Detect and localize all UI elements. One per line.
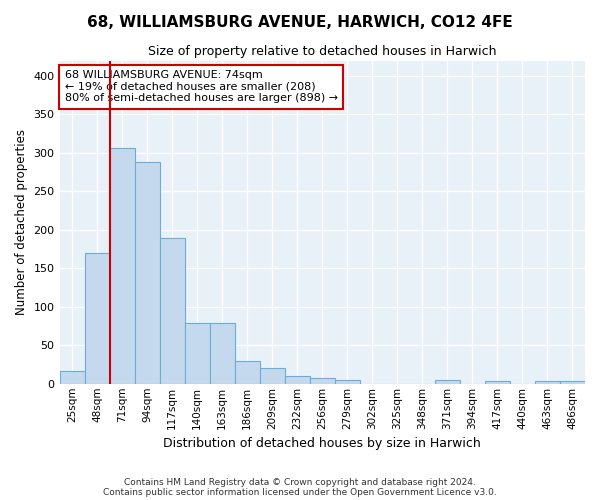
Bar: [285, 376, 310, 384]
Title: Size of property relative to detached houses in Harwich: Size of property relative to detached ho…: [148, 45, 497, 58]
Bar: [185, 323, 209, 384]
Text: 68, WILLIAMSBURG AVENUE, HARWICH, CO12 4FE: 68, WILLIAMSBURG AVENUE, HARWICH, CO12 4…: [87, 15, 513, 30]
Bar: [209, 323, 235, 384]
Bar: [134, 162, 160, 384]
Bar: [260, 368, 285, 384]
Text: Contains HM Land Registry data © Crown copyright and database right 2024.
Contai: Contains HM Land Registry data © Crown c…: [103, 478, 497, 497]
Bar: [310, 378, 335, 384]
Bar: [335, 380, 360, 384]
X-axis label: Distribution of detached houses by size in Harwich: Distribution of detached houses by size …: [163, 437, 481, 450]
Bar: [535, 382, 560, 384]
Text: 68 WILLIAMSBURG AVENUE: 74sqm
← 19% of detached houses are smaller (208)
80% of : 68 WILLIAMSBURG AVENUE: 74sqm ← 19% of d…: [65, 70, 338, 104]
Bar: [160, 238, 185, 384]
Bar: [435, 380, 460, 384]
Bar: [235, 360, 260, 384]
Bar: [110, 148, 134, 384]
Bar: [59, 370, 85, 384]
Bar: [85, 253, 110, 384]
Bar: [560, 382, 585, 384]
Bar: [485, 382, 510, 384]
Y-axis label: Number of detached properties: Number of detached properties: [15, 129, 28, 315]
